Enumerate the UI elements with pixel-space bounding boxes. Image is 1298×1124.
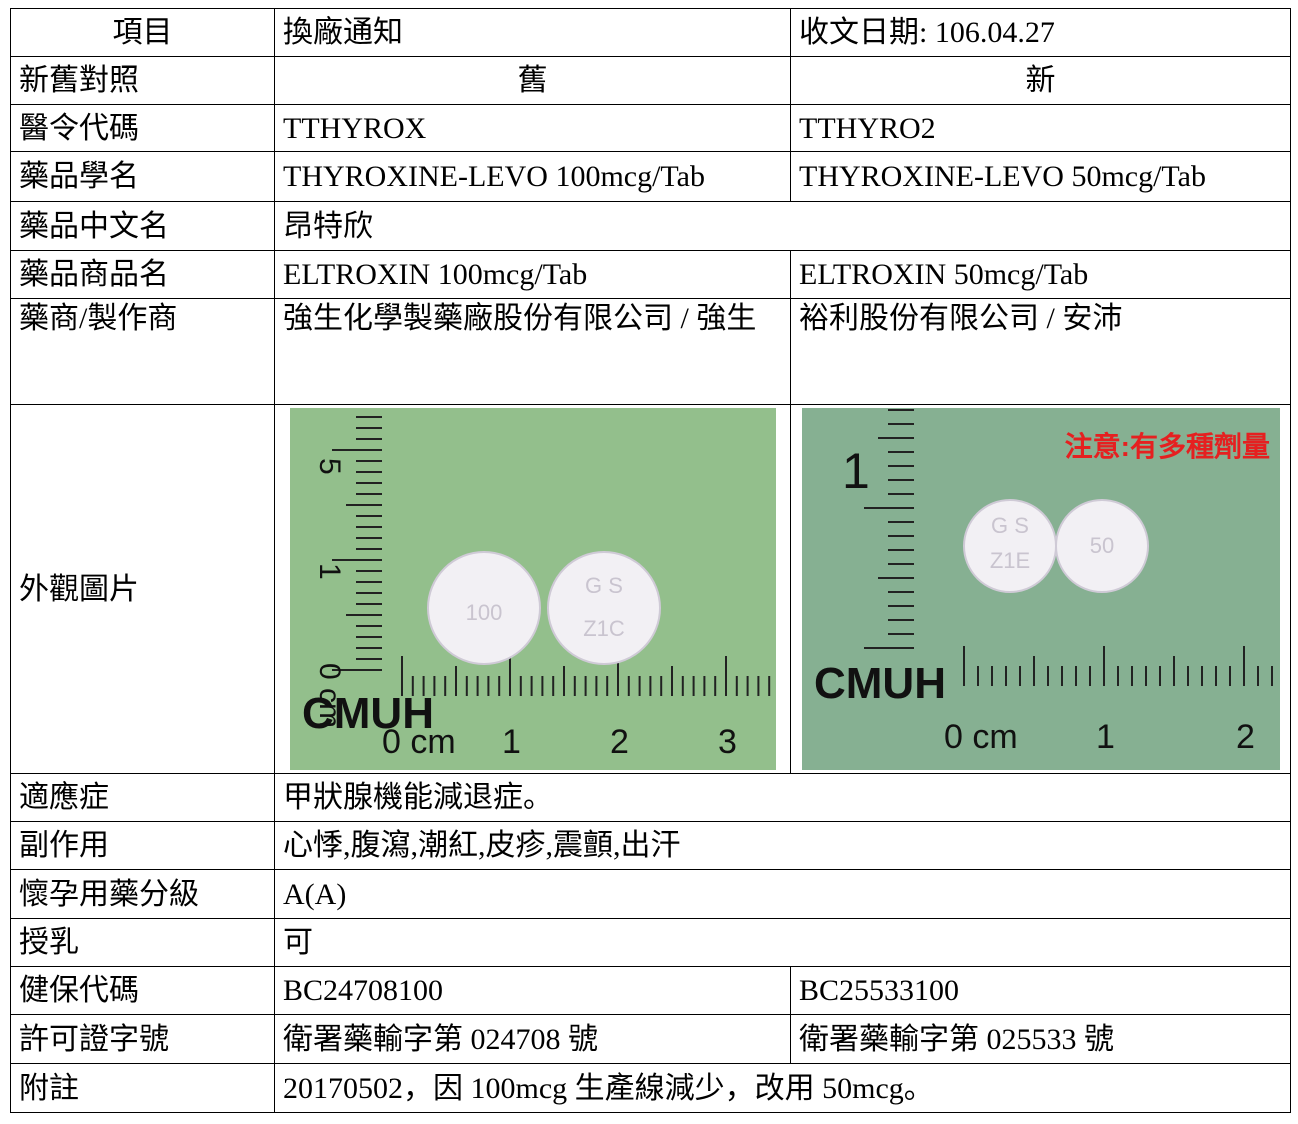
row-label: 藥品學名 [10, 151, 275, 202]
scale-label: 0 cm [944, 718, 1018, 756]
table-row: 藥商/製作商 強生化學製藥廠股份有限公司 / 強生 裕利股份有限公司 / 安沛 [10, 298, 1291, 405]
cell: 換廠通知 [274, 8, 791, 57]
table-row: 藥品商品名 ELTROXIN 100mcg/Tab ELTROXIN 50mcg/T… [10, 250, 1291, 299]
cell: 昂特欣 [274, 201, 1291, 251]
cell: 裕利股份有限公司 / 安沛 [790, 298, 1291, 405]
row-label: 新舊對照 [10, 56, 275, 105]
cell: 衛署藥輸字第 024708 號 [274, 1014, 791, 1064]
cell: 舊 [274, 56, 791, 105]
cell: 收文日期: 106.04.27 [790, 8, 1291, 57]
table-row: 授乳可 [10, 918, 1291, 967]
photo-bg [801, 408, 1280, 770]
cell: BC25533100 [790, 966, 1291, 1015]
pill-photo: CMUH 0 cm 1 2 1 G S Z1E 50 注意:有多種劑量 [801, 408, 1280, 770]
cell: 20170502，因 100mcg 生產線減少，改用 50mcg。 [274, 1063, 1291, 1113]
cell: TTHYROX [274, 104, 791, 152]
warning: 注意:有多種劑量 [1064, 430, 1269, 462]
pill [1054, 499, 1149, 593]
cell: 強生化學製藥廠股份有限公司 / 強生 [274, 298, 791, 405]
cell: 衛署藥輸字第 025533 號 [790, 1014, 1291, 1064]
scale-label: 0 cm [382, 723, 456, 761]
scale-label: 3 [718, 723, 737, 761]
vertical-scale-label: 1 [842, 443, 870, 499]
cell: THYROXINE-LEVO 50mcg/Tab [790, 151, 1291, 202]
table-row: 醫令代碼 TTHYROX TTHYRO2 [10, 104, 1291, 152]
cell: 可 [274, 918, 1291, 967]
row-label: 附註 [10, 1063, 275, 1113]
table-row: 許可證字號 衛署藥輸字第 024708 號衛署藥輸字第 025533 號 [10, 1014, 1291, 1064]
row-label: 藥商/製作商 [10, 298, 275, 405]
cell: THYROXINE-LEVO 100mcg/Tab [274, 151, 791, 202]
pill-imprint: 50 [1089, 533, 1113, 558]
cell: 新 [790, 56, 1291, 105]
row-label: 副作用 [10, 821, 275, 870]
table-row: 新舊對照舊新 [10, 56, 1291, 105]
row-label: 醫令代碼 [10, 104, 275, 152]
pill [546, 551, 661, 665]
cell: 心悸,腹瀉,潮紅,皮疹,震顫,出汗 [274, 821, 1291, 870]
pill-imprint: G S [991, 513, 1029, 538]
brand: CMUH [814, 659, 946, 708]
pill-imprint: 100 [465, 600, 502, 625]
row-label: 授乳 [10, 918, 275, 967]
pill-imprint: Z1E [989, 548, 1029, 573]
photo-cell: CMUH 0 cm 1 2 3 5 1 0 cm 100 G S Z1C [274, 404, 791, 774]
row-label: 許可證字號 [10, 1014, 275, 1064]
vertical-scale-label: 5 [313, 458, 346, 475]
vertical-scale-label: 0 cm [313, 663, 346, 728]
row-label: 藥品商品名 [10, 250, 275, 299]
row-label: 懷孕用藥分級 [10, 869, 275, 919]
row-label: 適應症 [10, 773, 275, 822]
table-row: 項目 換廠通知 收文日期: 106.04.27 [10, 8, 1291, 57]
cell: BC24708100 [274, 966, 791, 1015]
table-row: 藥品學名 THYROXINE-LEVO 100mcg/Tab THYROXINE-L… [10, 151, 1291, 202]
cell: TTHYRO2 [790, 104, 1291, 152]
table-row: 懷孕用藥分級 A(A) [10, 869, 1291, 919]
pill-imprint: Z1C [583, 616, 625, 641]
scale-label: 1 [502, 723, 521, 761]
table-row: 外觀圖片 CMUH 0 cm 1 2 3 5 1 0 cm 100 G S Z1C CMUH 0 cm 1 2… [10, 404, 1291, 774]
scale-label: 2 [610, 723, 629, 761]
cell: ELTROXIN 50mcg/Tab [790, 250, 1291, 299]
table-row: 附註 20170502，因 100mcg 生產線減少，改用 50mcg。 [10, 1063, 1291, 1113]
cell: A(A) [274, 869, 1291, 919]
table-row: 健保代碼 BC24708100 BC25533100 [10, 966, 1291, 1015]
row-label: 藥品中文名 [10, 201, 275, 251]
row-label: 外觀圖片 [10, 404, 275, 774]
pill-imprint: G S [585, 573, 623, 598]
brand: CMUH [302, 689, 434, 738]
scale-label: 1 [1096, 718, 1115, 756]
table-row: 副作用 心悸,腹瀉,潮紅,皮疹,震顫,出汗 [10, 821, 1291, 870]
photo-cell: CMUH 0 cm 1 2 1 G S Z1E 50 注意:有多種劑量 [790, 404, 1291, 774]
table-row: 藥品中文名 昂特欣 [10, 201, 1291, 251]
table-row: 適應症 甲狀腺機能減退症。 [10, 773, 1291, 822]
pill [426, 551, 541, 665]
cell: 甲狀腺機能減退症。 [274, 773, 1291, 822]
row-label: 健保代碼 [10, 966, 275, 1015]
notice-table: 項目 換廠通知 收文日期: 106.04.27 新舊對照舊新醫令代碼 TTHYROX TT… [10, 8, 1291, 1113]
cell: ELTROXIN 100mcg/Tab [274, 250, 791, 299]
row-label: 項目 [10, 8, 275, 57]
scale-label: 2 [1236, 718, 1255, 756]
vertical-scale-label: 1 [313, 563, 346, 580]
